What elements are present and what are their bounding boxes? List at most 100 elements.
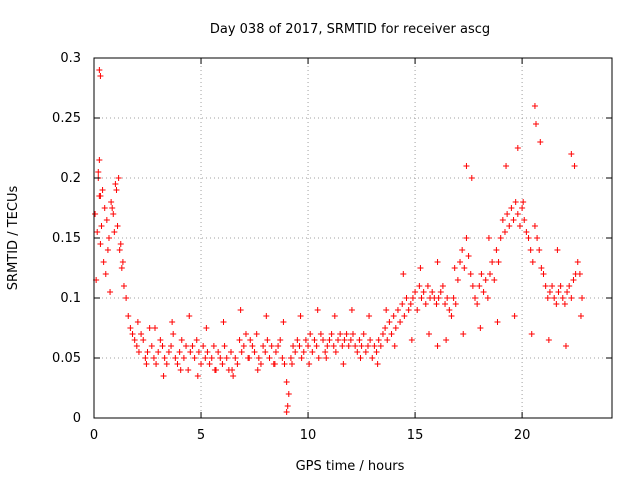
data-point bbox=[330, 343, 337, 349]
y-tick-label: 0.05 bbox=[52, 351, 81, 366]
data-point bbox=[227, 349, 234, 355]
data-point bbox=[371, 343, 378, 349]
data-point bbox=[178, 337, 185, 343]
data-point bbox=[457, 259, 464, 265]
y-tick-label: 0.2 bbox=[60, 171, 81, 186]
data-point bbox=[546, 289, 553, 295]
data-point bbox=[240, 343, 247, 349]
data-point bbox=[177, 367, 184, 373]
data-point bbox=[110, 211, 117, 217]
data-point bbox=[332, 349, 339, 355]
data-point bbox=[362, 349, 369, 355]
data-point bbox=[129, 331, 136, 337]
data-point bbox=[566, 283, 573, 289]
data-point bbox=[405, 307, 412, 313]
data-point bbox=[262, 349, 269, 355]
data-point bbox=[437, 289, 444, 295]
data-point bbox=[414, 307, 421, 313]
data-point bbox=[97, 193, 104, 199]
data-point bbox=[367, 337, 374, 343]
data-point bbox=[170, 331, 177, 337]
data-point bbox=[221, 343, 228, 349]
data-point bbox=[100, 259, 107, 265]
data-point bbox=[294, 337, 301, 343]
data-point bbox=[114, 223, 121, 229]
data-point bbox=[320, 337, 327, 343]
data-point bbox=[409, 295, 416, 301]
data-point bbox=[284, 403, 291, 409]
data-point bbox=[429, 289, 436, 295]
data-point bbox=[489, 259, 496, 265]
data-point bbox=[467, 271, 474, 277]
x-tick-label: 20 bbox=[514, 428, 531, 443]
data-point bbox=[341, 337, 348, 343]
data-point bbox=[283, 379, 290, 385]
data-point bbox=[277, 337, 284, 343]
data-point bbox=[388, 331, 395, 337]
data-point bbox=[305, 343, 312, 349]
data-point bbox=[107, 289, 114, 295]
data-point bbox=[444, 295, 451, 301]
data-point bbox=[202, 355, 209, 361]
data-point bbox=[469, 283, 476, 289]
data-point bbox=[514, 145, 521, 151]
data-point bbox=[160, 373, 167, 379]
data-point bbox=[527, 247, 534, 253]
data-point bbox=[115, 175, 122, 181]
data-point bbox=[542, 283, 549, 289]
data-point bbox=[285, 391, 292, 397]
axis-ticks: 0 5 10 15 20 0 0.05 0.1 0.15 0.2 0.25 0.3 bbox=[52, 51, 612, 443]
data-point bbox=[343, 331, 350, 337]
x-tick-label: 0 bbox=[90, 428, 98, 443]
data-point bbox=[313, 343, 320, 349]
data-point bbox=[356, 337, 363, 343]
data-point bbox=[315, 355, 322, 361]
data-point bbox=[568, 151, 575, 157]
data-point bbox=[577, 313, 584, 319]
data-point bbox=[97, 241, 104, 247]
data-point bbox=[485, 235, 492, 241]
data-point bbox=[163, 361, 170, 367]
data-point bbox=[538, 265, 545, 271]
data-point bbox=[416, 283, 423, 289]
data-point bbox=[391, 343, 398, 349]
data-point bbox=[350, 331, 356, 337]
data-point bbox=[275, 343, 282, 349]
data-point bbox=[520, 199, 527, 205]
data-point bbox=[211, 367, 218, 373]
data-point bbox=[144, 349, 151, 355]
data-point bbox=[281, 361, 288, 367]
data-point bbox=[251, 349, 258, 355]
x-tick-label: 10 bbox=[300, 428, 317, 443]
data-point bbox=[157, 337, 164, 343]
data-point bbox=[254, 367, 261, 373]
data-point bbox=[119, 259, 126, 265]
data-point bbox=[161, 355, 168, 361]
data-point bbox=[174, 361, 181, 367]
data-point bbox=[484, 295, 491, 301]
data-point bbox=[345, 343, 352, 349]
data-point bbox=[232, 355, 239, 361]
data-point bbox=[200, 343, 207, 349]
data-point bbox=[337, 331, 344, 337]
chart-title: Day 038 of 2017, SRMTID for receiver asc… bbox=[210, 22, 490, 37]
data-point bbox=[417, 265, 424, 271]
data-point bbox=[238, 349, 245, 355]
data-point bbox=[450, 295, 457, 301]
data-point bbox=[493, 247, 500, 253]
data-point bbox=[323, 355, 330, 361]
data-point bbox=[379, 331, 386, 337]
data-point bbox=[307, 331, 314, 337]
data-point bbox=[134, 319, 141, 325]
data-point bbox=[268, 343, 275, 349]
data-point bbox=[408, 337, 415, 343]
data-point bbox=[255, 355, 262, 361]
data-point bbox=[434, 259, 441, 265]
data-point bbox=[229, 367, 236, 373]
data-point bbox=[360, 331, 367, 337]
data-point bbox=[198, 361, 205, 367]
data-point bbox=[465, 253, 472, 259]
data-point bbox=[377, 343, 384, 349]
data-point bbox=[459, 247, 466, 253]
data-point bbox=[194, 373, 201, 379]
